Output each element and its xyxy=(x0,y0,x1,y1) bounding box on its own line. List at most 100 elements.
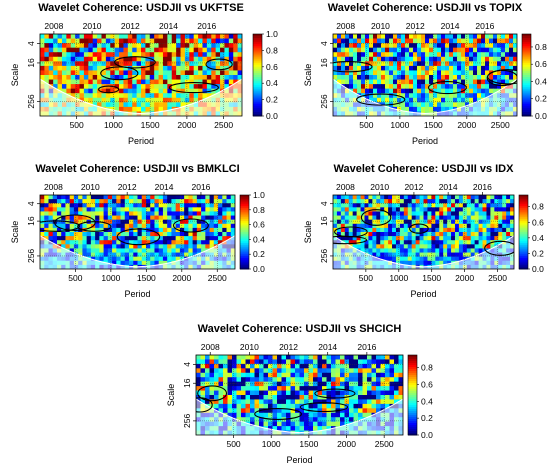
coherence-cell xyxy=(497,61,502,67)
coherence-cell xyxy=(411,211,417,217)
coherence-cell xyxy=(171,203,177,208)
coherence-cell xyxy=(313,381,319,387)
coherence-cell xyxy=(335,403,341,409)
coherence-cell xyxy=(119,52,125,58)
coherence-cell xyxy=(340,359,346,365)
coherence-cell xyxy=(308,399,314,405)
colorbar-cell xyxy=(253,99,262,103)
coherence-cell xyxy=(461,93,466,99)
coherence-cell xyxy=(439,207,444,213)
colorbar-cell xyxy=(519,243,528,246)
coherence-cell xyxy=(469,97,474,103)
coherence-cell xyxy=(344,211,350,217)
coherence-cell xyxy=(353,403,359,409)
coherence-cell xyxy=(465,38,470,44)
x-tick-label: 1000 xyxy=(104,120,123,130)
coherence-cell xyxy=(245,381,251,387)
coherence-cell xyxy=(326,408,332,414)
coherence-cell xyxy=(458,215,464,221)
coherence-cell xyxy=(415,227,421,233)
coherence-cell xyxy=(376,232,381,237)
colorbar-cell xyxy=(522,99,531,103)
coherence-cell xyxy=(389,43,394,49)
colorbar-tick-label: 0.8 xyxy=(266,45,278,55)
coherence-cell xyxy=(192,199,198,204)
coherence-cell xyxy=(477,34,482,40)
year-tick-label: 2010 xyxy=(81,182,100,192)
coherence-cell xyxy=(417,47,422,53)
coherence-cell xyxy=(272,408,278,414)
coherence-cell xyxy=(352,219,358,225)
coherence-cell xyxy=(377,93,382,99)
coherence-cell xyxy=(44,207,50,213)
coherence-cell xyxy=(192,232,198,237)
coherence-cell xyxy=(413,34,418,40)
coherence-cell xyxy=(61,38,67,44)
coherence-cell xyxy=(213,240,219,245)
coherence-cell xyxy=(317,412,323,418)
coherence-cell xyxy=(357,84,362,90)
coherence-cell xyxy=(361,38,366,44)
coherence-cell xyxy=(86,211,92,217)
coherence-cell xyxy=(335,417,341,423)
coherence-cell xyxy=(241,403,247,409)
coherence-cell xyxy=(110,102,116,108)
coherence-cell xyxy=(214,395,220,401)
coherence-cell xyxy=(82,207,88,213)
coherence-cell xyxy=(214,390,220,396)
coherence-cell xyxy=(431,240,436,245)
coherence-cell xyxy=(223,386,229,392)
coherence-cell xyxy=(425,97,430,103)
coherence-cell xyxy=(341,34,346,40)
coherence-cell xyxy=(65,236,71,241)
colorbar-tick-label: 0.8 xyxy=(421,363,433,373)
colorbar-cell xyxy=(240,217,249,220)
coherence-cell xyxy=(462,236,468,241)
coherence-cell xyxy=(132,88,138,94)
coherence-cell xyxy=(227,377,233,383)
coherence-cell xyxy=(376,408,382,414)
coherence-cell xyxy=(129,240,134,245)
coherence-cell xyxy=(353,368,359,374)
coherence-cell xyxy=(380,219,385,225)
coherence-cell xyxy=(227,408,233,414)
coherence-cell xyxy=(482,199,488,204)
coherence-cell xyxy=(224,84,230,90)
coherence-cell xyxy=(326,412,332,418)
coherence-cell xyxy=(389,395,395,401)
coherence-cell xyxy=(345,47,350,53)
coherence-cell xyxy=(222,232,228,237)
coherence-cell xyxy=(149,75,155,81)
coherence-cell xyxy=(348,203,354,208)
coherence-cell xyxy=(189,65,195,72)
coherence-cell xyxy=(337,70,342,76)
coherence-cell xyxy=(431,219,436,225)
coherence-cell xyxy=(105,102,111,108)
coherence-cell xyxy=(57,79,63,85)
coherence-cell xyxy=(353,359,359,365)
coherence-cell xyxy=(230,227,235,233)
coherence-cell xyxy=(295,363,301,369)
coherence-cell xyxy=(281,395,287,401)
coherence-cell xyxy=(365,52,370,58)
colorbar-cell xyxy=(408,385,417,388)
colorbar-cell xyxy=(519,207,528,211)
colorbar-cell xyxy=(408,355,417,358)
coherence-cell xyxy=(176,97,182,103)
coherence-cell xyxy=(494,240,499,245)
coherence-cell xyxy=(449,88,454,94)
coherence-cell xyxy=(423,223,429,229)
coherence-cell xyxy=(250,372,256,378)
coherence-cell xyxy=(92,61,98,67)
coherence-cell xyxy=(509,52,514,58)
coherence-cell xyxy=(369,93,374,99)
coherence-cell xyxy=(465,52,470,58)
coherence-cell xyxy=(171,61,177,67)
coherence-cell xyxy=(226,236,232,241)
coherence-cell xyxy=(409,70,414,76)
colorbar-cell xyxy=(519,241,528,244)
coherence-cell xyxy=(218,395,224,401)
coherence-cell xyxy=(241,417,247,423)
coherence-cell xyxy=(40,70,45,76)
coherence-cell xyxy=(224,61,230,67)
